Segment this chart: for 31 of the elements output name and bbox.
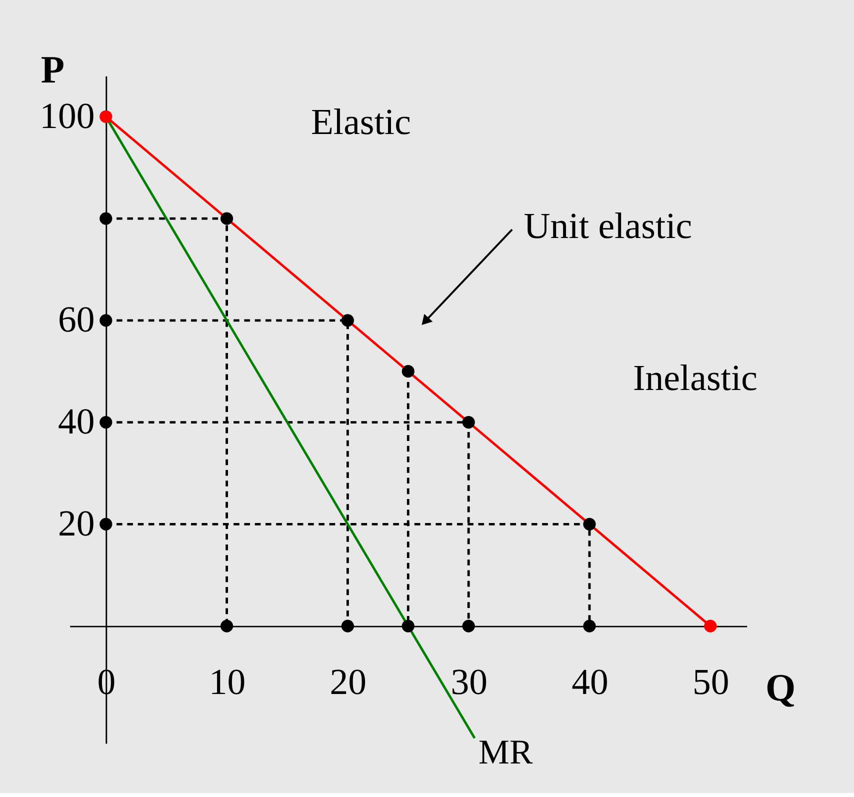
annotation: Inelastic: [633, 357, 758, 398]
point: [100, 518, 112, 530]
x-tick-label: 30: [450, 661, 488, 702]
y-axis-title: P: [40, 50, 65, 92]
y-tick-label: 20: [58, 502, 95, 544]
x-tick-label: 40: [572, 661, 608, 702]
annotation: Unit elastic: [524, 205, 692, 246]
y-tick-label: 40: [58, 400, 95, 442]
point: [220, 212, 234, 225]
annotation: Elastic: [310, 100, 411, 142]
point: [100, 416, 112, 429]
y-tick-label: 100: [40, 94, 95, 136]
x-tick-label: 10: [208, 661, 246, 702]
point: [402, 365, 414, 378]
point: [100, 212, 112, 225]
point: [583, 620, 596, 632]
point: [100, 314, 112, 327]
x-tick-label: 20: [330, 661, 367, 702]
x-tick-label: 50: [692, 661, 730, 702]
point: [462, 416, 475, 429]
point: [220, 620, 234, 632]
x-axis-title: Q: [765, 668, 796, 710]
point: [583, 518, 596, 530]
point: [704, 620, 717, 632]
series-label: MR: [478, 732, 534, 772]
point: [462, 620, 475, 632]
point: [100, 110, 112, 123]
point: [341, 314, 354, 327]
point: [402, 620, 414, 632]
point: [341, 620, 354, 632]
y-tick-label: 60: [58, 298, 95, 340]
